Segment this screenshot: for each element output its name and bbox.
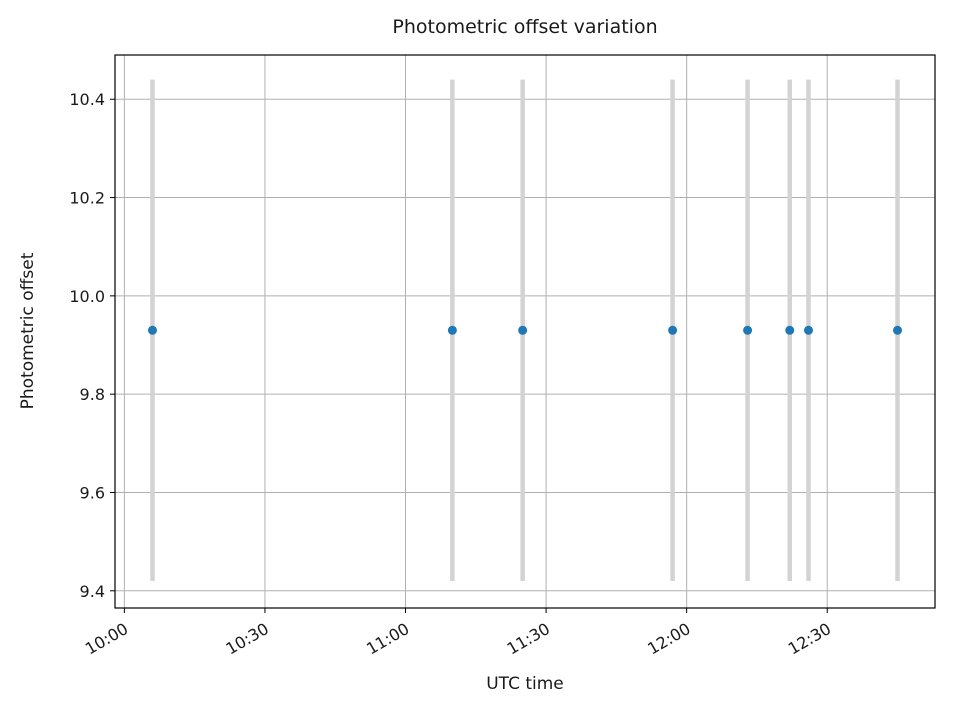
x-tick-label: 10:30 <box>223 619 272 659</box>
y-tick-label: 10.0 <box>69 287 105 306</box>
y-axis-label: Photometric offset <box>18 252 38 410</box>
y-tick-label: 9.4 <box>80 582 105 601</box>
y-tick-label: 10.4 <box>69 90 105 109</box>
data-point <box>743 325 753 335</box>
x-tick-label: 12:30 <box>785 619 834 659</box>
x-axis-label: UTC time <box>486 674 564 694</box>
data-point <box>668 325 678 335</box>
y-tick-label: 10.2 <box>69 189 105 208</box>
x-tick-label: 11:00 <box>363 619 412 659</box>
plot-frame <box>114 54 936 609</box>
data-point <box>518 325 528 335</box>
data-point <box>785 325 795 335</box>
y-tick-label: 9.8 <box>80 385 105 404</box>
chart-title: Photometric offset variation <box>392 16 658 38</box>
data-point <box>447 325 457 335</box>
data-point <box>803 325 813 335</box>
x-tick-label: 12:00 <box>644 619 693 659</box>
data-point <box>147 325 157 335</box>
x-tick-label: 10:00 <box>82 619 131 659</box>
y-tick-label: 9.6 <box>80 483 105 502</box>
data-point <box>893 325 903 335</box>
x-tick-label: 11:30 <box>504 619 553 659</box>
